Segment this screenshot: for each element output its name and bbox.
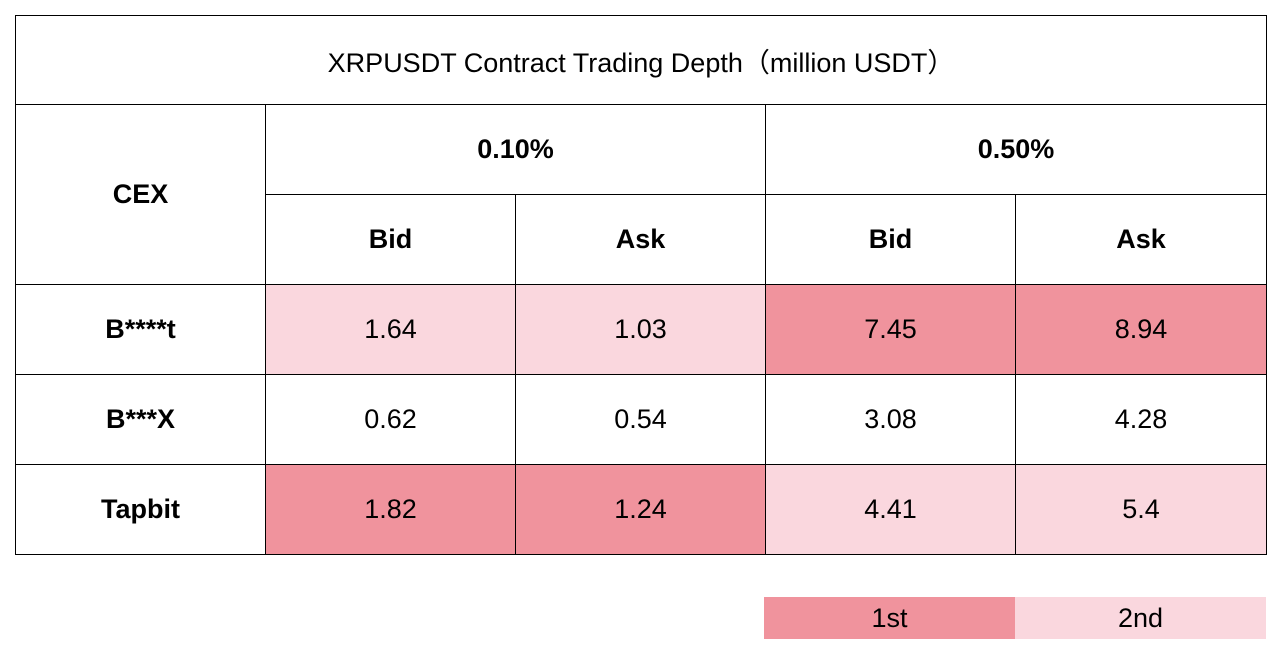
value-cell: 0.54: [515, 374, 766, 465]
value-cell: 8.94: [1014, 284, 1268, 375]
legend-1st: 1st: [764, 597, 1015, 639]
subheader-bid-0-50: Bid: [765, 194, 1016, 285]
table-row: B***X 0.62 0.54 3.08 4.28: [15, 374, 1268, 465]
legend: 1st 2nd: [764, 597, 1266, 639]
depth-table: XRPUSDT Contract Trading Depth（million U…: [14, 15, 1268, 555]
cex-header: CEX: [15, 104, 266, 285]
value-cell: 3.08: [765, 374, 1016, 465]
value-cell: 7.45: [765, 284, 1016, 375]
legend-2nd: 2nd: [1015, 597, 1266, 639]
exchange-name: B****t: [15, 284, 266, 375]
value-cell: 4.28: [1014, 374, 1268, 465]
value-cell: 5.4: [1014, 464, 1268, 555]
subheader-bid-0-10: Bid: [265, 194, 516, 285]
group-header-0-50: 0.50%: [764, 104, 1268, 195]
table-title: XRPUSDT Contract Trading Depth（million U…: [14, 15, 1268, 105]
subheader-ask-0-50: Ask: [1014, 194, 1268, 285]
value-cell: 1.24: [515, 464, 766, 555]
exchange-name: Tapbit: [15, 464, 266, 555]
value-cell: 0.62: [265, 374, 516, 465]
subheader-ask-0-10: Ask: [515, 194, 766, 285]
table-row: B****t 1.64 1.03 7.45 8.94: [15, 284, 1268, 375]
group-header-0-10: 0.10%: [265, 104, 766, 195]
value-cell: 4.41: [765, 464, 1016, 555]
value-cell: 1.64: [265, 284, 516, 375]
value-cell: 1.82: [265, 464, 516, 555]
exchange-name: B***X: [15, 374, 266, 465]
table-row: Tapbit 1.82 1.24 4.41 5.4: [15, 464, 1268, 555]
value-cell: 1.03: [515, 284, 766, 375]
